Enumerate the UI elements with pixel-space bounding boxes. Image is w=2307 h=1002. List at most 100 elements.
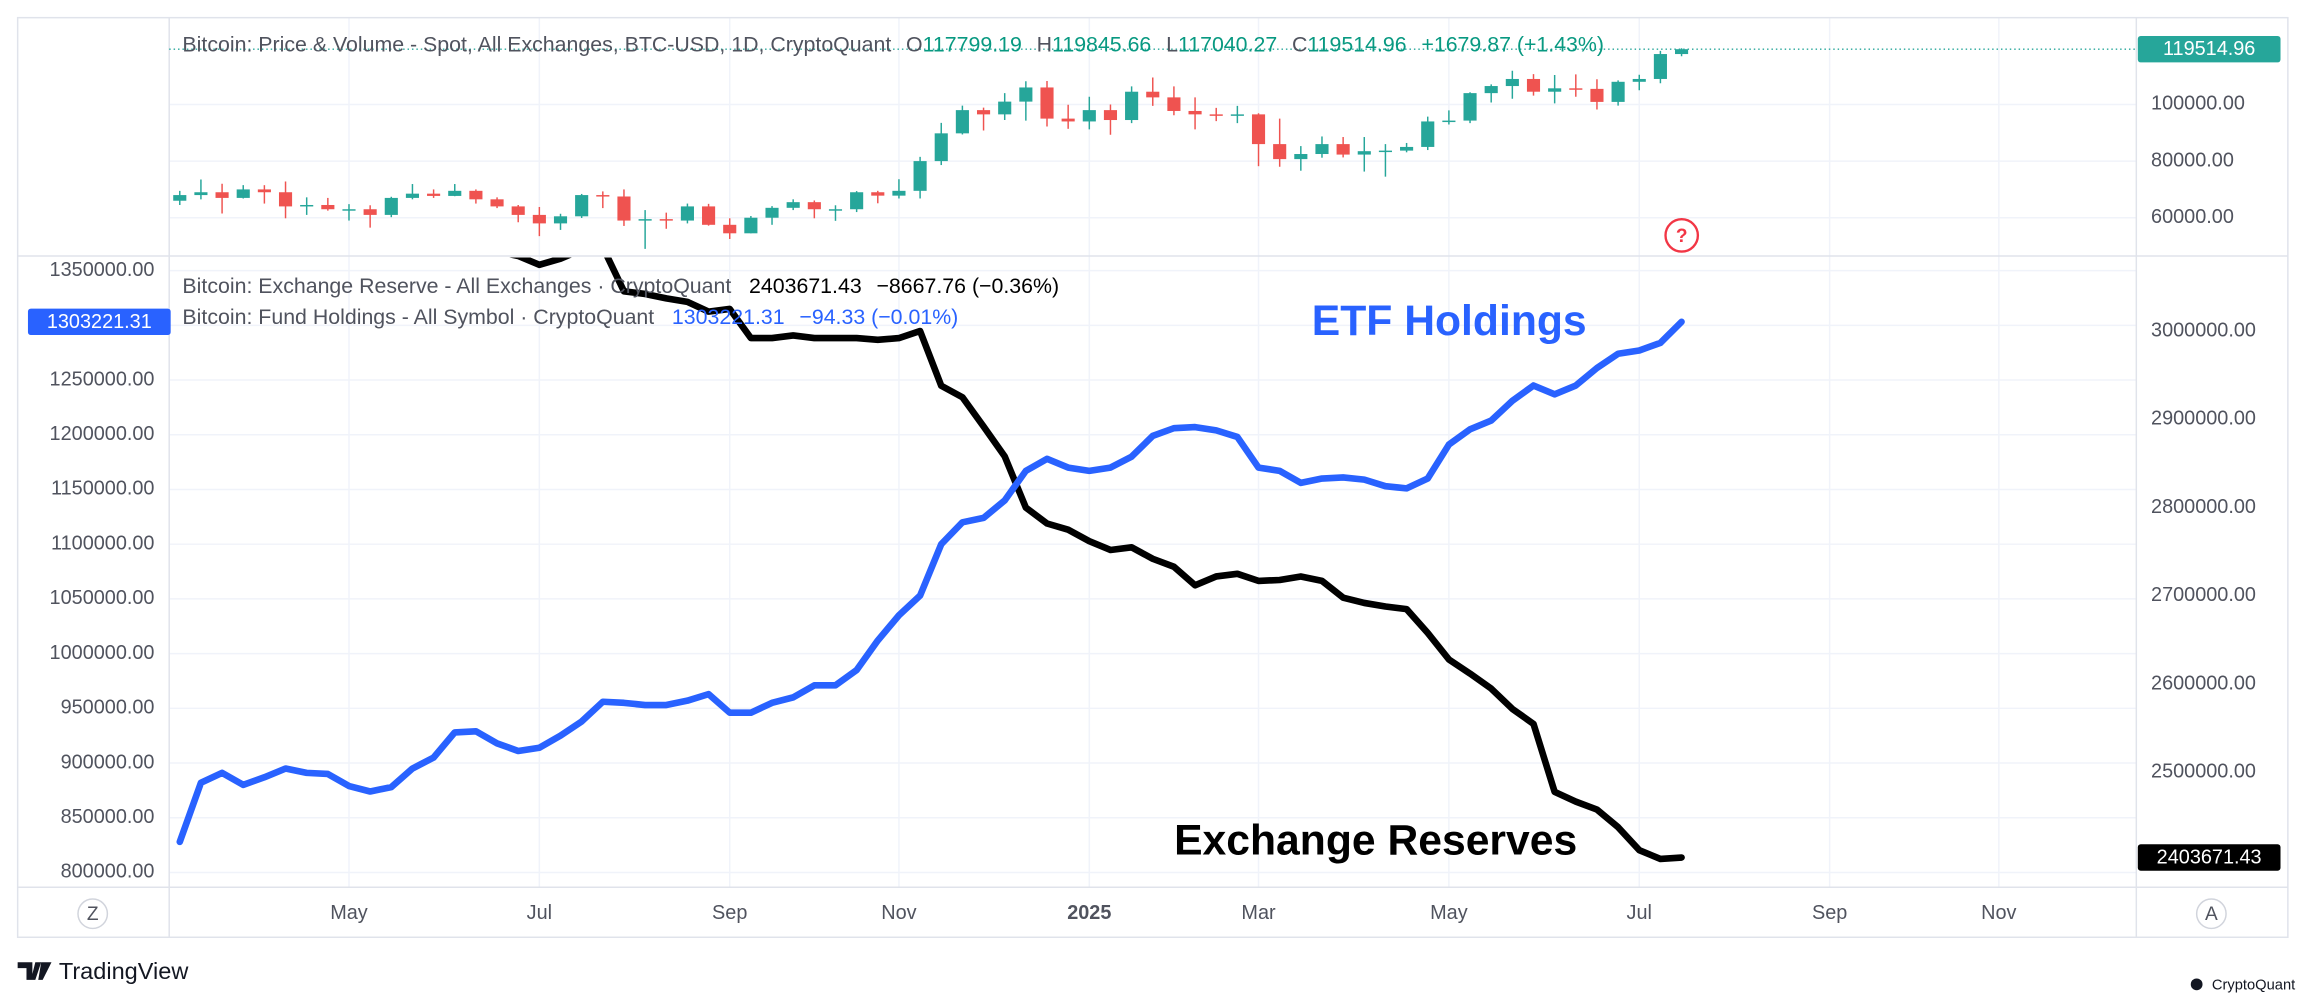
y-tick-label: 800000.00 [61, 861, 155, 883]
legend-change: −8667.76 (−0.36%) [876, 274, 1059, 298]
candle-body [765, 207, 779, 218]
y-tick-label: 60000.00 [2151, 206, 2234, 228]
ohlc-label: O [906, 32, 923, 56]
price-badge-label: 119514.96 [2163, 38, 2255, 60]
candle-body [786, 202, 800, 208]
candle-body [976, 110, 991, 115]
candle-body [173, 195, 187, 201]
candle-body [300, 204, 314, 207]
candle-body [1125, 91, 1139, 121]
y-tick-label: 2900000.00 [2151, 408, 2256, 430]
y-tick-label: 2700000.00 [2151, 584, 2256, 606]
y-tick-label: 80000.00 [2151, 149, 2234, 171]
reserve-legend: Bitcoin: Exchange Reserve - All Exchange… [182, 274, 1059, 298]
candle-body [680, 206, 694, 221]
brand: TradingView [17, 958, 189, 984]
alert-icon[interactable]: ? [1664, 218, 1700, 253]
y-tick-label: 3000000.00 [2151, 319, 2256, 341]
candle-body [1632, 78, 1646, 82]
brand-name: TradingView [59, 958, 189, 984]
y-tick-label: 850000.00 [61, 806, 155, 828]
candles [173, 48, 1689, 249]
x-tick-label: Nov [1981, 902, 2016, 924]
source-logo [2190, 978, 2203, 991]
candle-body [342, 209, 356, 211]
frame [16, 16, 2289, 938]
candle-body [575, 195, 589, 217]
candle-body [1526, 78, 1541, 92]
candle-body [511, 206, 525, 215]
candle-body [236, 189, 250, 198]
button-circle[interactable] [77, 898, 109, 930]
legend-name: Bitcoin: Fund Holdings - All Symbol · Cr… [182, 304, 654, 328]
x-tick-label: 2025 [1067, 902, 1111, 924]
candle-body [1209, 114, 1223, 116]
candle-body [490, 199, 504, 207]
button-circle[interactable] [2195, 898, 2227, 930]
price-badge-label: 2403671.43 [2157, 846, 2262, 868]
legend-name: Bitcoin: Exchange Reserve - All Exchange… [182, 274, 731, 298]
series-line [509, 257, 1685, 863]
y-tick-label: 2800000.00 [2151, 496, 2256, 518]
candle-body [1611, 81, 1625, 102]
price-badge [2137, 844, 2281, 871]
candle-body [321, 204, 335, 210]
brand-logo [17, 962, 52, 980]
z-button[interactable]: Z [77, 898, 109, 930]
candle-body [215, 192, 229, 198]
annotation: Exchange Reserves [1174, 816, 1577, 864]
candle-body [1019, 87, 1033, 102]
x-tick-label: Mar [1241, 902, 1276, 924]
ohlc-value: 119514.96 [1307, 32, 1406, 56]
candle-body [1653, 54, 1667, 79]
button-label[interactable]: A [2205, 904, 2218, 925]
price-title: Bitcoin: Price & Volume - Spot, All Exch… [182, 32, 891, 56]
candle-body [807, 202, 821, 210]
legend-value: 2403671.43 [749, 274, 862, 298]
candle-body [955, 110, 969, 134]
price-badge-label: 1303221.31 [47, 311, 152, 333]
candle-body [194, 192, 208, 196]
y-tick-label: 1250000.00 [50, 368, 155, 390]
candle-body [913, 161, 927, 191]
x-tick-label: Sep [1812, 902, 1847, 924]
price-change: +1679.87 (+1.43%) [1421, 32, 1604, 56]
candle-body [702, 206, 716, 225]
candle-body [1103, 110, 1118, 121]
button-label[interactable]: Z [87, 904, 99, 925]
candle-body [405, 193, 420, 198]
y-tick-label: 900000.00 [61, 751, 155, 773]
candle-body [1230, 114, 1244, 116]
candle-body [638, 219, 652, 221]
candle-body [828, 209, 843, 211]
candle-body [1590, 88, 1604, 102]
y-tick-label: 1150000.00 [51, 478, 154, 500]
candle-body [659, 219, 673, 221]
candle-body [744, 217, 758, 234]
lines [176, 257, 1685, 863]
y-tick-label: 950000.00 [61, 697, 155, 719]
candle-body [553, 216, 568, 224]
a-button[interactable]: A [2195, 898, 2227, 930]
x-tick-label: May [1430, 902, 1468, 924]
price-badge [27, 308, 171, 336]
candle-body [1505, 78, 1519, 87]
candle-body [1442, 120, 1456, 123]
candle-body [1484, 86, 1498, 94]
candle-body [1569, 88, 1583, 90]
x-tick-label: Jul [527, 902, 552, 924]
x-tick-label: Sep [712, 902, 747, 924]
candle-body [427, 193, 441, 196]
candle-body [850, 192, 864, 210]
y-tick-label: 1050000.00 [50, 587, 155, 609]
labels: May Jul Sep Nov 2025 Mar May Jul Sep Nov 60000.00 8… [27, 35, 2281, 924]
candle-body [1251, 114, 1266, 145]
alert-circle[interactable] [1664, 218, 1700, 253]
candle-body [1463, 93, 1477, 121]
ohlc-label: L [1166, 32, 1178, 56]
y-tick-label: 1000000.00 [50, 642, 155, 664]
alert-glyph[interactable]: ? [1676, 226, 1688, 247]
